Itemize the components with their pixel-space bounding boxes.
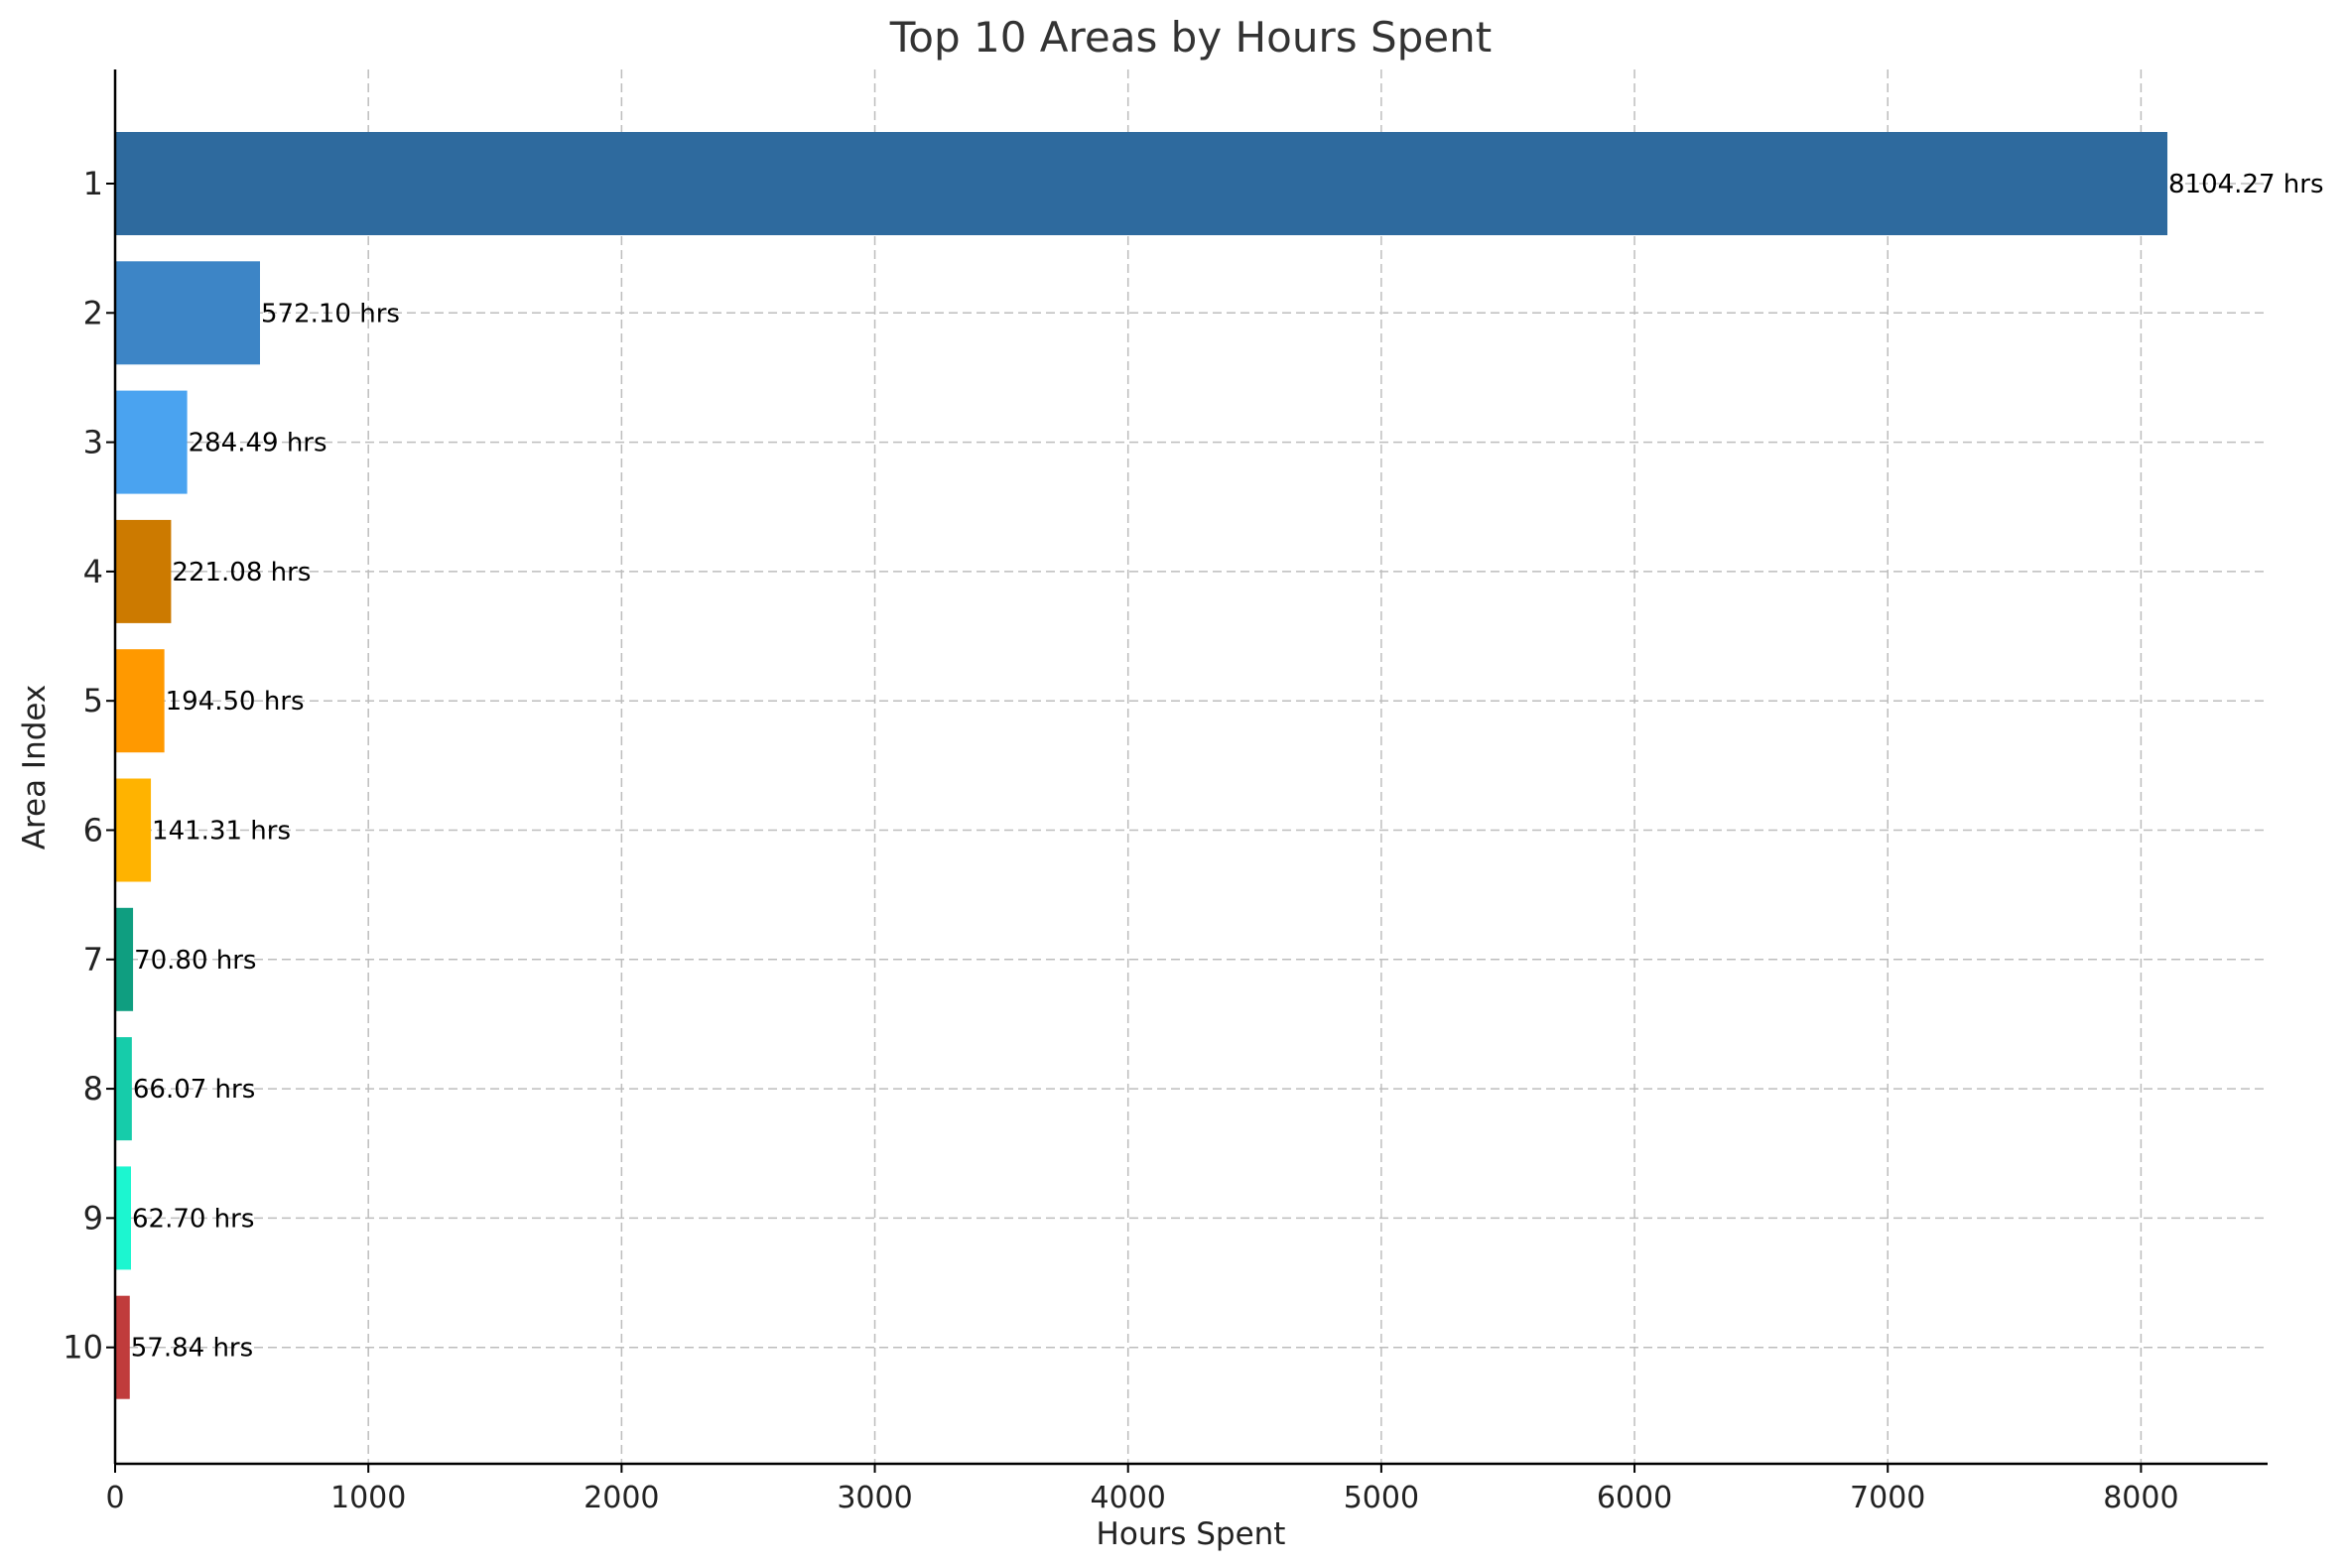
grid (115, 69, 2268, 1464)
y-category-label: 8 (83, 1070, 103, 1108)
bars (115, 132, 2168, 1399)
x-tick-label: 0 (105, 1481, 124, 1515)
bar-data-label: 194.50 hrs (166, 687, 305, 717)
bar (115, 1295, 130, 1399)
x-tick-label: 8000 (2103, 1481, 2178, 1515)
bar (115, 519, 172, 623)
y-category-label: 6 (83, 812, 103, 849)
x-tick-label: 7000 (1850, 1481, 1925, 1515)
x-ticks: 0 1000 2000 3000 4000 5000 6000 7000 8000 (105, 1464, 2179, 1515)
x-tick-label: 4000 (1091, 1481, 1166, 1515)
y-category-label: 7 (83, 941, 103, 979)
bar (115, 1166, 131, 1270)
bar (115, 778, 152, 882)
bar-data-label: 8104.27 hrs (2168, 170, 2324, 199)
x-tick-label: 1000 (330, 1481, 406, 1515)
bar (115, 261, 260, 365)
y-category-label: 2 (83, 294, 103, 331)
y-ticks: 1 2 3 4 5 6 7 8 9 10 (63, 165, 115, 1367)
bar-data-label: 62.70 hrs (132, 1204, 254, 1234)
bar (115, 907, 134, 1011)
bar-data-label: 572.10 hrs (261, 299, 400, 328)
bar (115, 649, 165, 753)
y-category-label: 1 (83, 165, 103, 202)
bar (115, 132, 2168, 235)
y-category-label: 3 (83, 424, 103, 461)
y-category-label: 10 (63, 1329, 103, 1367)
bar (115, 390, 188, 494)
axes (113, 69, 2268, 1466)
y-category-label: 5 (83, 682, 103, 719)
y-axis-label: Area Index (17, 685, 53, 850)
bar-data-label: 141.31 hrs (152, 817, 291, 847)
chart-title: Top 10 Areas by Hours Spent (889, 13, 1492, 62)
data-labels: 8104.27 hrs 572.10 hrs 284.49 hrs 221.08 hr… (131, 170, 2324, 1364)
x-tick-label: 6000 (1597, 1481, 1672, 1515)
bar-data-label: 70.80 hrs (134, 946, 256, 976)
bar-data-label: 57.84 hrs (131, 1334, 253, 1364)
x-tick-label: 3000 (837, 1481, 912, 1515)
bar-data-label: 221.08 hrs (172, 558, 311, 588)
x-tick-label: 5000 (1344, 1481, 1419, 1515)
bar-data-label: 284.49 hrs (189, 429, 327, 458)
x-tick-label: 2000 (584, 1481, 659, 1515)
y-category-label: 9 (83, 1199, 103, 1237)
x-axis-label: Hours Spent (1097, 1516, 1286, 1552)
y-category-label: 4 (83, 553, 103, 590)
bar-data-label: 66.07 hrs (133, 1075, 255, 1105)
bar (115, 1037, 132, 1141)
